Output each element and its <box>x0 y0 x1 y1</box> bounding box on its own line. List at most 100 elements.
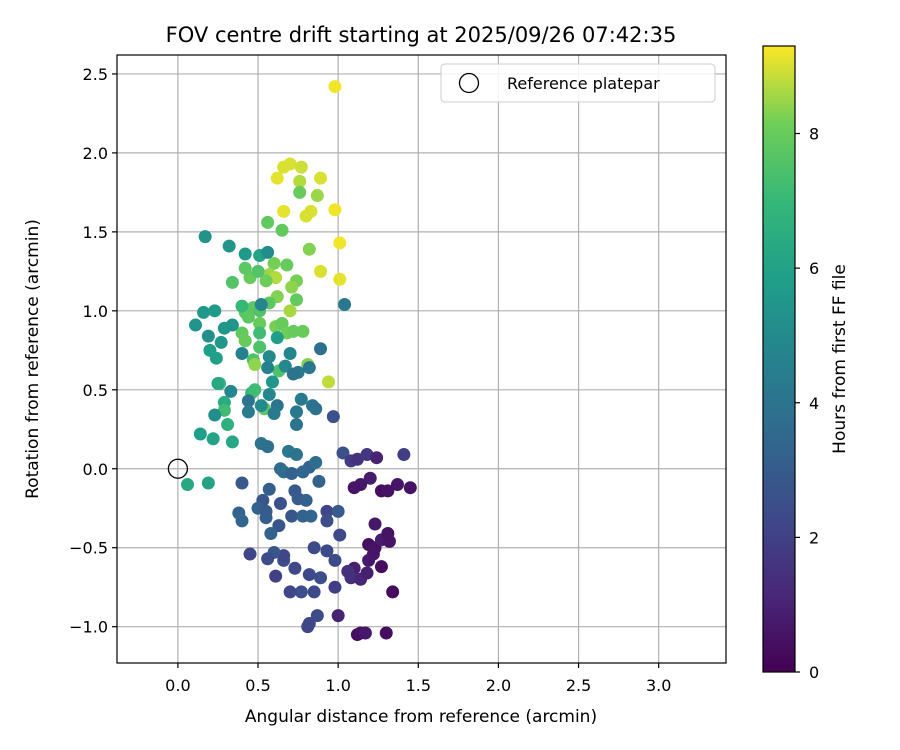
data-point <box>326 410 340 424</box>
data-point <box>314 264 328 278</box>
data-point <box>222 239 236 253</box>
data-point <box>320 504 334 518</box>
data-point <box>201 329 215 343</box>
chart-title: FOV centre drift starting at 2025/09/26 … <box>166 23 677 47</box>
data-point <box>310 189 324 203</box>
data-point <box>261 440 275 454</box>
y-axis-ticks: −1.0 −0.5 0.0 0.5 1.0 1.5 2.0 2.5 <box>69 65 117 637</box>
data-point <box>294 585 308 599</box>
y-tick-label: 2.5 <box>83 65 108 84</box>
data-point <box>261 245 275 259</box>
x-tick-label: 0.5 <box>245 676 270 695</box>
y-tick-label: 0.5 <box>83 381 108 400</box>
data-point <box>296 465 310 479</box>
data-point <box>347 481 361 495</box>
data-point <box>381 527 395 541</box>
legend-box <box>440 63 716 103</box>
data-point <box>381 484 395 498</box>
data-point <box>370 451 384 465</box>
colorbar-tick-label: 8 <box>809 125 819 144</box>
data-point <box>264 527 278 541</box>
data-point <box>331 609 345 623</box>
data-point <box>253 316 267 330</box>
x-tick-label: 2.5 <box>566 676 591 695</box>
data-point <box>350 452 364 466</box>
data-point <box>221 418 235 432</box>
data-point <box>285 466 299 480</box>
data-point <box>328 203 342 217</box>
data-point <box>181 478 195 492</box>
data-point <box>280 258 294 272</box>
legend: Reference platepar <box>440 63 716 103</box>
colorbar-label: Hours from first FF file <box>830 264 850 454</box>
y-axis-label: Rotation from reference (arcmin) <box>23 219 43 499</box>
data-point <box>224 384 238 398</box>
data-point <box>312 474 326 488</box>
data-point <box>304 204 318 218</box>
data-point <box>328 80 342 94</box>
data-point <box>198 230 212 244</box>
data-point <box>254 399 268 413</box>
data-point <box>253 326 267 340</box>
data-point <box>241 405 255 419</box>
grid-lines <box>117 55 726 663</box>
data-point <box>289 448 303 462</box>
data-point <box>248 358 262 372</box>
data-point <box>259 511 273 525</box>
data-point <box>235 476 249 490</box>
data-point <box>241 394 255 408</box>
data-point <box>285 280 299 294</box>
data-point <box>310 609 324 623</box>
colorbar: 0 2 4 6 8 Hours from first FF file <box>762 45 850 682</box>
data-point <box>241 310 255 324</box>
data-point <box>225 435 239 449</box>
x-axis-ticks: 0.0 0.5 1.0 1.5 2.0 2.5 3.0 <box>165 663 671 695</box>
data-point <box>368 517 382 531</box>
data-point <box>307 541 321 555</box>
data-point <box>270 331 284 345</box>
data-point <box>225 275 239 289</box>
data-point <box>304 509 318 523</box>
data-point <box>293 174 307 188</box>
colorbar-ticks: 0 2 4 6 8 <box>795 125 819 682</box>
data-point <box>275 223 289 237</box>
data-point <box>286 324 300 338</box>
data-point <box>259 274 273 288</box>
data-point <box>333 528 347 542</box>
data-point <box>197 305 211 319</box>
data-point <box>379 626 393 640</box>
data-point <box>278 359 292 373</box>
data-point <box>296 324 310 338</box>
data-point <box>299 493 313 507</box>
data-point <box>333 272 347 286</box>
data-point <box>344 571 358 585</box>
data-point <box>314 571 328 585</box>
data-point <box>251 264 265 278</box>
y-tick-label: 0.0 <box>83 460 108 479</box>
data-point <box>294 392 308 406</box>
data-point <box>322 375 336 389</box>
x-axis-label: Angular distance from reference (arcmin) <box>245 707 597 727</box>
data-point <box>309 455 323 469</box>
plot-frame <box>116 54 727 664</box>
data-point <box>386 585 400 599</box>
y-tick-label: 2.0 <box>83 144 108 163</box>
data-point <box>302 361 316 375</box>
data-point <box>286 367 300 381</box>
data-point <box>328 580 342 594</box>
x-tick-label: 0.0 <box>165 676 190 695</box>
data-point <box>283 157 297 171</box>
data-point <box>307 585 321 599</box>
data-point <box>309 402 323 416</box>
data-point <box>254 298 268 312</box>
data-point <box>262 482 276 496</box>
data-point <box>285 509 299 523</box>
data-point <box>328 553 342 567</box>
data-point <box>314 171 328 185</box>
data-point <box>269 569 283 583</box>
data-point <box>270 171 284 185</box>
data-point <box>217 403 231 417</box>
colorbar-tick-label: 2 <box>809 528 819 547</box>
x-tick-label: 2.0 <box>486 676 511 695</box>
colorbar-tick-label: 0 <box>809 663 819 682</box>
